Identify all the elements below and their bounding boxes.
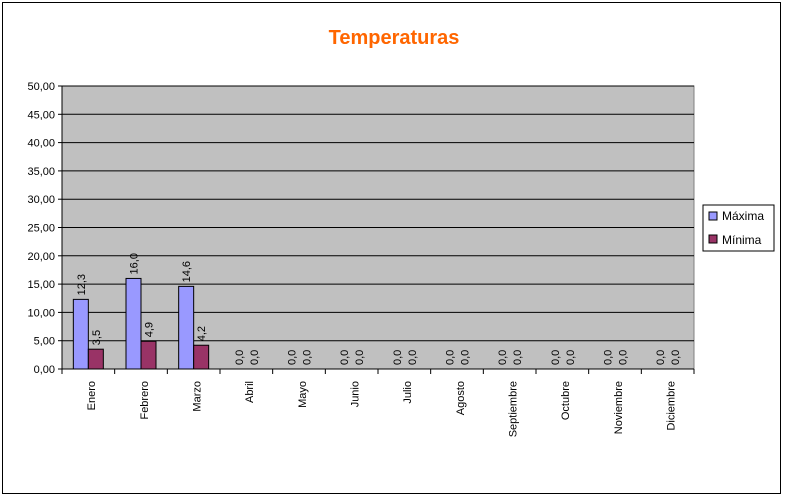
x-category-label: Junio (350, 381, 362, 407)
y-tick-label: 5,00 (34, 336, 55, 348)
chart-svg: Temperaturas 0,00 5,00 10,00 15,00 20,00 25,0… (27, 27, 775, 437)
y-tick-label: 25,00 (27, 223, 55, 235)
data-label: 0,0 (354, 350, 366, 365)
y-tick-label: 35,00 (27, 166, 55, 178)
y-tick-label: 15,00 (27, 279, 55, 291)
bar-minima (193, 344, 210, 370)
x-category-label: Diciembre (666, 381, 678, 431)
data-label: 0,0 (287, 350, 299, 365)
bar-minima (140, 340, 157, 370)
x-category-label: Octubre (560, 381, 572, 420)
legend-label-minima: Mínima (722, 233, 762, 247)
gridlines (62, 85, 694, 342)
data-label: 0,0 (670, 350, 682, 365)
data-label: 0,0 (392, 350, 404, 365)
data-label: 3,5 (91, 330, 103, 345)
data-label: 0,0 (497, 350, 509, 365)
data-label: 0,0 (407, 350, 419, 365)
data-label: 0,0 (565, 350, 577, 365)
x-axis: Enero Febrero Marzo Abril Mayo Junio Julio Agos… (61, 368, 695, 437)
y-tick-label: 40,00 (27, 138, 55, 150)
bar-maxima (125, 277, 142, 370)
data-label: 0,0 (550, 350, 562, 365)
legend: Máxima Mínima (702, 204, 775, 252)
data-label: 0,0 (339, 350, 351, 365)
bar-maxima (72, 298, 89, 370)
y-tick-label: 50,00 (27, 81, 55, 93)
data-label: 0,0 (603, 350, 615, 365)
x-category-label: Febrero (139, 381, 151, 420)
y-tick-label: 30,00 (27, 194, 55, 206)
data-label: 0,0 (445, 350, 457, 365)
data-label: 0,0 (655, 350, 667, 365)
legend-swatch-minima (708, 234, 718, 244)
y-tick-label: 45,00 (27, 109, 55, 121)
legend-label-maxima: Máxima (722, 209, 764, 223)
y-axis: 0,00 5,00 10,00 15,00 20,00 25,00 30,00 35,00 40… (27, 81, 63, 376)
data-labels: 12,316,0 14,60,0 0,0 0,0 0,0 0,0 0,0 0,0 0,0 0,03… (76, 253, 682, 365)
data-label: 0,0 (234, 350, 246, 365)
y-tick-label: 20,00 (27, 251, 55, 263)
y-tick-label: 0,00 (34, 364, 55, 376)
x-category-label: Noviembre (613, 381, 625, 434)
bar-maxima (178, 285, 195, 370)
bars (72, 277, 210, 370)
x-category-label: Marzo (192, 381, 204, 412)
x-category-label: Mayo (297, 381, 309, 408)
legend-swatch-maxima (708, 211, 718, 221)
x-category-label: Enero (86, 381, 98, 410)
x-category-label: Abril (244, 381, 256, 403)
data-label: 0,0 (460, 350, 472, 365)
x-category-label: Julio (402, 381, 414, 404)
data-label: 14,6 (181, 261, 193, 282)
bar-minima (87, 348, 104, 370)
y-tick-label: 10,00 (27, 307, 55, 319)
data-label: 4,2 (196, 326, 208, 341)
data-label: 4,9 (144, 322, 156, 337)
data-label: 0,0 (512, 350, 524, 365)
data-label: 0,0 (618, 350, 630, 365)
x-category-label: Agosto (455, 381, 467, 415)
chart-title: Temperaturas (329, 27, 460, 49)
data-label: 16,0 (129, 253, 141, 274)
x-category-label: Septiembre (508, 381, 520, 437)
data-label: 12,3 (76, 274, 88, 295)
data-label: 0,0 (302, 350, 314, 365)
data-label: 0,0 (249, 350, 261, 365)
